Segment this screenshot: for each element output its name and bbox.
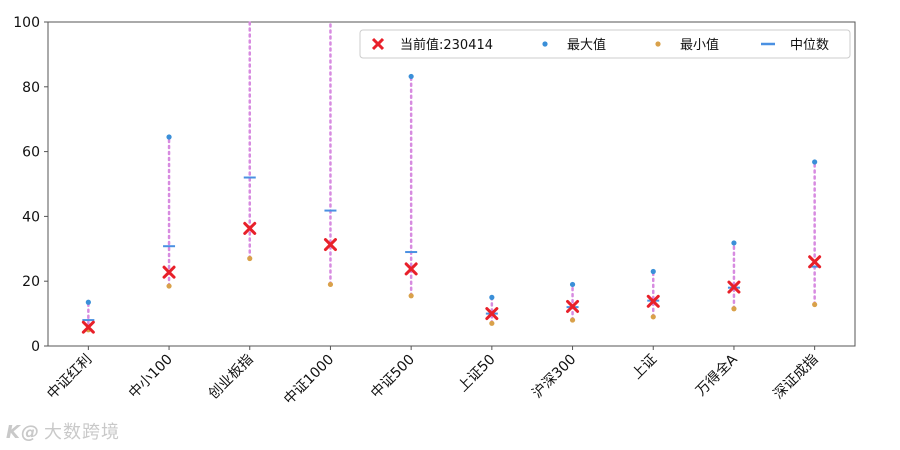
x-tick-label: 创业板指: [206, 352, 257, 403]
min-point: [166, 283, 172, 289]
legend-label: 最大值: [567, 37, 606, 53]
y-tick-label: 80: [22, 80, 40, 96]
min-point: [247, 255, 253, 262]
x-tick-label: 沪深300: [529, 352, 579, 402]
current-point: [808, 255, 822, 269]
min-point: [327, 281, 334, 288]
current-point: [243, 221, 257, 235]
legend-marker-current: [371, 37, 385, 51]
legend-marker-dot: [655, 41, 661, 47]
current-point: [404, 262, 418, 276]
legend-marker-dot: [542, 41, 548, 47]
x-tick-label: 上证: [629, 352, 660, 383]
current-point: [485, 307, 499, 321]
x-tick-label: 中证500: [368, 352, 418, 402]
min-point: [489, 320, 495, 326]
x-tick-label: 深证成指: [771, 352, 822, 403]
watermark: K@ 大数跨境: [6, 418, 120, 444]
watermark-text: 大数跨境: [43, 422, 120, 443]
max-point: [166, 134, 172, 140]
y-tick-label: 0: [31, 339, 40, 355]
y-tick-label: 40: [22, 209, 40, 225]
current-point: [727, 280, 741, 294]
watermark-logo: K@: [6, 422, 40, 443]
x-tick-label: 上证50: [455, 352, 499, 396]
legend-box: [359, 29, 851, 59]
min-point: [812, 301, 818, 308]
current-point: [566, 299, 580, 313]
min-point: [650, 314, 656, 320]
y-tick-label: 20: [22, 274, 40, 290]
max-point: [408, 73, 414, 80]
max-point: [650, 268, 656, 275]
max-point: [85, 299, 91, 305]
y-tick-label: 60: [22, 145, 40, 161]
min-point: [408, 293, 414, 299]
max-point: [731, 240, 737, 246]
x-tick-label: 中证红利: [44, 352, 95, 403]
legend-label: 最小值: [680, 37, 719, 53]
plot-frame: [47, 21, 856, 347]
x-tick-label: 中证1000: [281, 352, 337, 408]
current-point: [323, 238, 337, 252]
current-point: [162, 265, 176, 279]
max-point: [489, 294, 495, 300]
legend-label: 当前值:230414: [400, 37, 493, 53]
legend-label: 中位数: [790, 38, 829, 53]
x-tick-label: 中小100: [126, 352, 176, 402]
min-point: [731, 306, 737, 312]
y-tick-label: 100: [13, 15, 40, 31]
current-point: [81, 320, 95, 334]
min-point: [569, 317, 576, 323]
current-point: [646, 294, 660, 308]
max-point: [812, 159, 818, 165]
max-point: [569, 281, 576, 288]
x-tick-label: 万得全A: [692, 351, 741, 400]
